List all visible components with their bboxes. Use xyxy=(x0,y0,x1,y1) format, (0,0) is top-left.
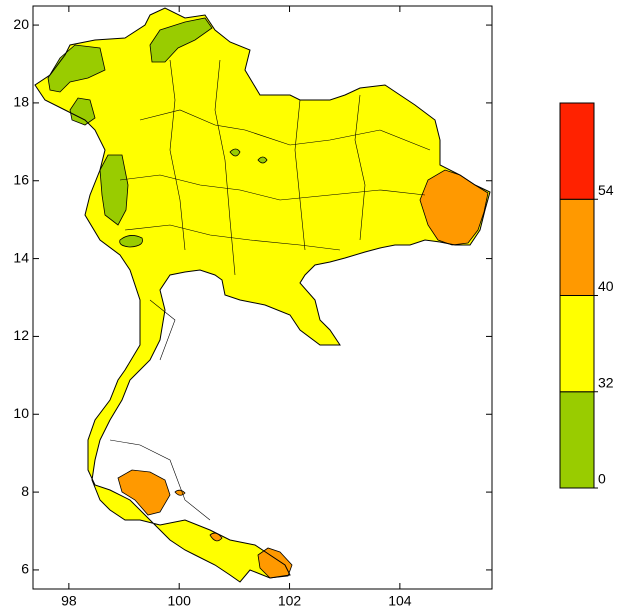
contour-region xyxy=(229,148,241,157)
y-tick-label: 6 xyxy=(21,561,29,577)
x-tick-label: 102 xyxy=(278,593,302,609)
contour-region xyxy=(69,97,96,126)
y-tick-label: 16 xyxy=(13,171,29,187)
y-tick-label: 14 xyxy=(13,249,29,265)
contour-region xyxy=(174,489,186,496)
country-border xyxy=(34,7,491,583)
province-boundary xyxy=(354,94,366,241)
contour-region xyxy=(119,235,143,248)
province-boundary xyxy=(119,174,426,201)
province-boundary xyxy=(169,59,186,251)
province-boundary xyxy=(214,59,236,276)
colorbar-swatch xyxy=(559,295,595,393)
province-boundary xyxy=(149,299,176,361)
contour-region xyxy=(257,547,293,579)
y-tick-label: 12 xyxy=(13,327,29,343)
x-tick-label: 100 xyxy=(168,593,192,609)
y-tick-label: 18 xyxy=(13,94,29,110)
y-tick-label: 20 xyxy=(13,16,29,32)
map xyxy=(34,7,491,583)
colorbar-label: 32 xyxy=(598,374,614,390)
province-boundary xyxy=(109,439,211,521)
contour-region xyxy=(99,154,129,226)
contour-region xyxy=(117,469,171,516)
x-tick-label: 98 xyxy=(61,593,77,609)
x-tick-label: 104 xyxy=(388,593,412,609)
colorbar-label: 40 xyxy=(598,278,614,294)
contour-region xyxy=(47,44,106,93)
colorbar: 0 32 40 54 xyxy=(559,102,614,489)
colorbar-label: 0 xyxy=(598,471,606,487)
province-boundary xyxy=(294,99,306,251)
colorbar-swatch xyxy=(559,391,595,489)
colorbar-swatch xyxy=(559,102,595,200)
contour-region xyxy=(257,156,268,164)
contour-region xyxy=(149,17,213,63)
country-area xyxy=(35,8,490,582)
colorbar-swatch xyxy=(559,198,595,296)
province-boundary xyxy=(139,109,431,151)
province-boundary xyxy=(124,224,341,251)
y-tick-label: 8 xyxy=(21,483,29,499)
map-frame xyxy=(32,5,493,590)
colorbar-label: 54 xyxy=(598,182,614,198)
y-tick-label: 10 xyxy=(13,405,29,421)
